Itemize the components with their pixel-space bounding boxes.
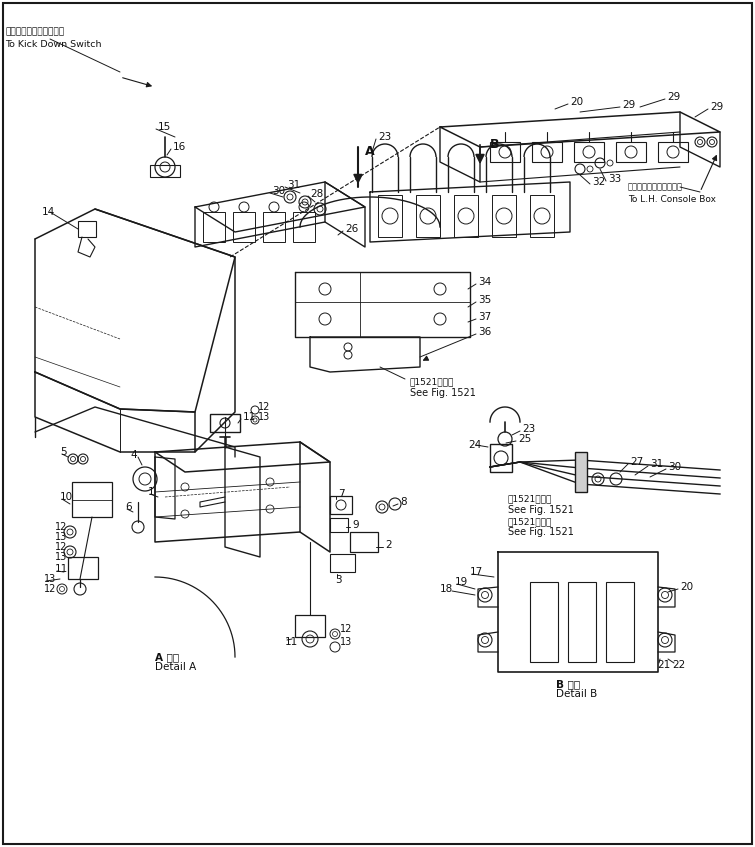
Bar bbox=[454, 195, 478, 237]
Text: 34: 34 bbox=[478, 277, 492, 287]
Text: 23: 23 bbox=[522, 424, 535, 434]
Bar bbox=[532, 142, 562, 162]
Text: B 詳細: B 詳細 bbox=[556, 679, 580, 689]
Text: A: A bbox=[365, 145, 374, 158]
Text: 29: 29 bbox=[622, 100, 635, 110]
Bar bbox=[658, 142, 688, 162]
Text: 37: 37 bbox=[478, 312, 492, 322]
Text: 19: 19 bbox=[455, 577, 468, 587]
Text: 25: 25 bbox=[518, 434, 532, 444]
Text: Detail B: Detail B bbox=[556, 689, 597, 699]
Text: 28: 28 bbox=[310, 189, 323, 199]
Text: 29: 29 bbox=[667, 92, 680, 102]
Text: 17: 17 bbox=[470, 567, 483, 577]
Bar bbox=[293, 212, 315, 242]
Text: 12: 12 bbox=[340, 624, 353, 634]
Text: 8: 8 bbox=[400, 497, 407, 507]
Text: See Fig. 1521: See Fig. 1521 bbox=[508, 527, 574, 537]
Text: 13: 13 bbox=[340, 637, 353, 647]
Bar bbox=[203, 212, 225, 242]
Bar bbox=[606, 582, 634, 662]
Text: 第1521図参照: 第1521図参照 bbox=[508, 495, 553, 503]
Text: 12: 12 bbox=[55, 522, 67, 532]
Bar bbox=[616, 142, 646, 162]
Text: 29: 29 bbox=[710, 102, 723, 112]
Text: 22: 22 bbox=[672, 660, 686, 670]
Text: 21: 21 bbox=[657, 660, 670, 670]
Text: 13: 13 bbox=[44, 574, 57, 584]
Bar bbox=[416, 195, 440, 237]
Text: 24: 24 bbox=[468, 440, 481, 450]
Text: 18: 18 bbox=[440, 584, 453, 594]
Text: 左コンソールボックスへ: 左コンソールボックスへ bbox=[628, 182, 683, 191]
Text: キックダウンスイッチへ: キックダウンスイッチへ bbox=[5, 27, 64, 36]
Bar bbox=[574, 142, 604, 162]
Text: 35: 35 bbox=[478, 295, 492, 305]
Text: 30: 30 bbox=[272, 186, 285, 196]
Text: 第1521図参照: 第1521図参照 bbox=[508, 518, 553, 527]
Bar bbox=[350, 532, 378, 552]
Bar bbox=[295, 615, 325, 637]
Text: 4: 4 bbox=[130, 450, 137, 460]
Text: 12: 12 bbox=[44, 584, 57, 594]
Text: 第1521図参照: 第1521図参照 bbox=[410, 378, 455, 386]
Text: 14: 14 bbox=[42, 207, 55, 217]
Text: 16: 16 bbox=[173, 142, 186, 152]
Text: 15: 15 bbox=[158, 122, 171, 132]
Bar bbox=[378, 195, 402, 237]
Bar bbox=[330, 554, 355, 572]
Bar bbox=[575, 452, 587, 492]
Text: See Fig. 1521: See Fig. 1521 bbox=[410, 388, 476, 398]
Bar bbox=[490, 142, 520, 162]
Text: B: B bbox=[490, 137, 500, 151]
Text: 11: 11 bbox=[285, 637, 298, 647]
Bar bbox=[530, 582, 558, 662]
Text: 12: 12 bbox=[55, 542, 67, 552]
Text: To L.H. Console Box: To L.H. Console Box bbox=[628, 195, 716, 203]
Text: 31: 31 bbox=[650, 459, 663, 469]
Text: 12: 12 bbox=[258, 402, 270, 412]
Text: 36: 36 bbox=[478, 327, 492, 337]
Text: 9: 9 bbox=[352, 520, 359, 530]
Bar bbox=[330, 496, 352, 514]
Bar bbox=[68, 557, 98, 579]
Text: 27: 27 bbox=[630, 457, 643, 467]
Bar bbox=[233, 212, 255, 242]
Text: 13: 13 bbox=[55, 532, 67, 542]
Bar bbox=[492, 195, 516, 237]
Bar bbox=[150, 165, 180, 177]
Text: 11: 11 bbox=[243, 412, 256, 422]
Bar bbox=[263, 212, 285, 242]
Text: 31: 31 bbox=[287, 180, 300, 190]
Text: 5: 5 bbox=[60, 447, 66, 457]
Text: Detail A: Detail A bbox=[155, 662, 196, 672]
Text: To Kick Down Switch: To Kick Down Switch bbox=[5, 40, 101, 48]
Text: 23: 23 bbox=[378, 132, 391, 142]
Text: 3: 3 bbox=[335, 575, 341, 585]
Bar bbox=[330, 518, 348, 532]
Bar bbox=[568, 582, 596, 662]
Text: 11: 11 bbox=[55, 564, 68, 574]
Bar bbox=[78, 221, 96, 237]
Text: 33: 33 bbox=[608, 174, 621, 184]
Bar bbox=[210, 414, 240, 432]
Text: 30: 30 bbox=[668, 462, 681, 472]
Text: 10: 10 bbox=[60, 492, 73, 502]
Text: 13: 13 bbox=[258, 412, 270, 422]
Text: See Fig. 1521: See Fig. 1521 bbox=[508, 505, 574, 515]
Text: A 詳細: A 詳細 bbox=[155, 652, 179, 662]
Bar bbox=[490, 444, 512, 472]
Text: 20: 20 bbox=[570, 97, 583, 107]
Text: 6: 6 bbox=[125, 502, 131, 512]
Bar bbox=[530, 195, 554, 237]
Text: 7: 7 bbox=[338, 489, 344, 499]
Text: 1: 1 bbox=[148, 487, 155, 497]
Text: 2: 2 bbox=[385, 540, 392, 550]
Text: 13: 13 bbox=[55, 552, 67, 562]
Text: 20: 20 bbox=[680, 582, 693, 592]
Text: 26: 26 bbox=[345, 224, 359, 234]
Bar bbox=[72, 482, 112, 517]
Text: 32: 32 bbox=[592, 177, 606, 187]
